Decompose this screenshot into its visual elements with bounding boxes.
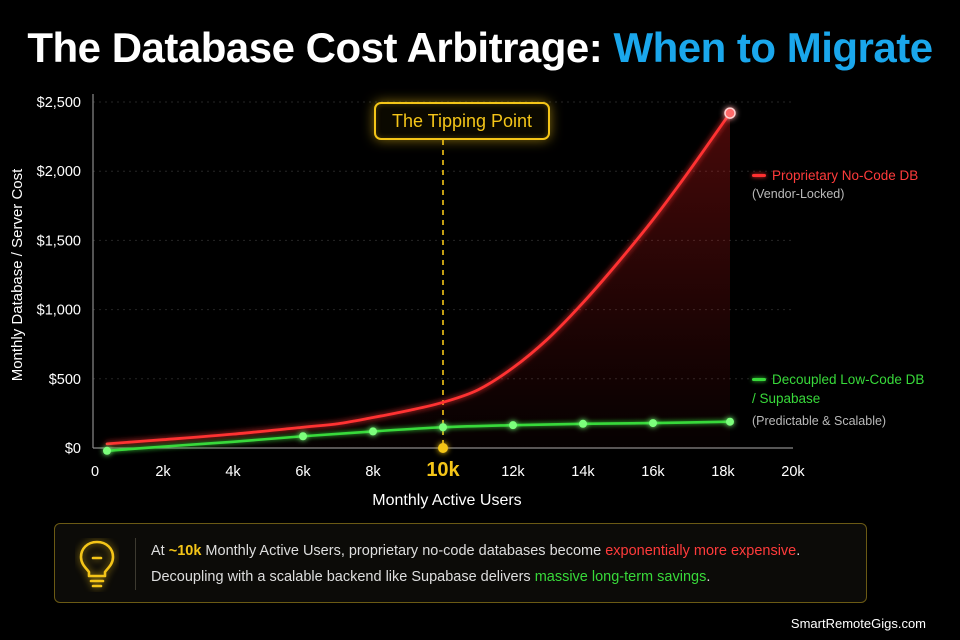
x-tick-label-highlight: 10k bbox=[426, 459, 460, 481]
legend-decoupled-name-line1: Decoupled Low-Code DB bbox=[772, 372, 925, 387]
info-callout: At ~10k Monthly Active Users, proprietar… bbox=[54, 523, 867, 603]
y-tick-label: $2,000 bbox=[37, 164, 81, 180]
proprietary-point bbox=[724, 107, 736, 119]
title-highlight: When to Migrate bbox=[613, 24, 933, 71]
tick-labels: $0 $500 $1,000 $1,500 $2,000 $2,500 0 2k 4k 6k 8k 1… bbox=[37, 95, 806, 481]
x-tick-label: 4k bbox=[225, 464, 241, 480]
info-l1-e: . bbox=[796, 543, 801, 559]
legend-proprietary-name: Proprietary No-Code DB bbox=[772, 168, 919, 183]
info-divider bbox=[135, 538, 136, 590]
y-tick-label: $1,000 bbox=[37, 303, 81, 319]
y-tick-label: $2,500 bbox=[37, 95, 81, 111]
legend-proprietary: Proprietary No-Code DB (Vendor-Locked) bbox=[752, 166, 918, 204]
decoupled-point bbox=[299, 432, 307, 441]
x-tick-label: 12k bbox=[501, 464, 525, 480]
info-text: At ~10k Monthly Active Users, proprietar… bbox=[151, 538, 800, 590]
page-title: The Database Cost Arbitrage: When to Mig… bbox=[0, 24, 960, 72]
legend-swatch-red bbox=[752, 174, 766, 177]
proprietary-area bbox=[107, 113, 730, 449]
info-line-2: Decoupling with a scalable backend like … bbox=[151, 564, 800, 590]
x-tick-label: 14k bbox=[571, 464, 595, 480]
legend-decoupled: Decoupled Low-Code DB / Supabase (Predic… bbox=[752, 370, 952, 431]
info-l2-a: Decoupling with a scalable backend like … bbox=[151, 569, 535, 585]
info-l1-a: At bbox=[151, 543, 169, 559]
x-tick-label: 18k bbox=[711, 464, 735, 480]
info-line-1: At ~10k Monthly Active Users, proprietar… bbox=[151, 538, 800, 564]
area-fill bbox=[107, 113, 730, 449]
proprietary-line bbox=[105, 111, 732, 446]
decoupled-point bbox=[579, 419, 587, 428]
x-tick-label: 2k bbox=[155, 464, 171, 480]
info-l1-d: exponentially more expensive bbox=[605, 543, 797, 559]
legend-decoupled-subtitle: (Predictable & Scalable) bbox=[752, 414, 887, 428]
decoupled-point bbox=[726, 417, 734, 426]
x-tick-label: 6k bbox=[295, 464, 311, 480]
info-l1-c: Monthly Active Users, proprietary no-cod… bbox=[201, 543, 606, 559]
decoupled-line bbox=[105, 420, 732, 453]
y-tick-label: $1,500 bbox=[37, 233, 81, 249]
y-axis-label: Monthly Database / Server Cost bbox=[9, 168, 26, 381]
lightbulb-icon bbox=[79, 540, 115, 588]
decoupled-point bbox=[369, 427, 377, 436]
legend-proprietary-subtitle: (Vendor-Locked) bbox=[752, 187, 845, 201]
tipping-point-marker bbox=[438, 443, 448, 453]
decoupled-point bbox=[649, 419, 657, 428]
info-l2-c: . bbox=[706, 569, 711, 585]
x-tick-label: 20k bbox=[781, 464, 805, 480]
x-tick-label: 16k bbox=[641, 464, 665, 480]
x-axis-label: Monthly Active Users bbox=[372, 492, 521, 509]
x-tick-label: 8k bbox=[365, 464, 381, 480]
legend-swatch-green bbox=[752, 378, 766, 381]
y-tick-label: $500 bbox=[49, 372, 81, 388]
tipping-point-annotation bbox=[438, 140, 448, 453]
tipping-point-label: The Tipping Point bbox=[374, 102, 550, 140]
x-tick-label: 0 bbox=[91, 464, 99, 480]
decoupled-point bbox=[103, 446, 111, 455]
legend-decoupled-name-line2: / Supabase bbox=[752, 391, 821, 406]
title-main: The Database Cost Arbitrage: bbox=[27, 24, 603, 71]
footer-credit: SmartRemoteGigs.com bbox=[790, 616, 926, 631]
decoupled-point bbox=[509, 421, 517, 430]
y-tick-label: $0 bbox=[65, 441, 81, 457]
info-l2-b: massive long-term savings bbox=[534, 569, 707, 585]
series bbox=[103, 107, 736, 455]
decoupled-point bbox=[439, 423, 447, 432]
info-l1-b: ~10k bbox=[168, 543, 202, 559]
